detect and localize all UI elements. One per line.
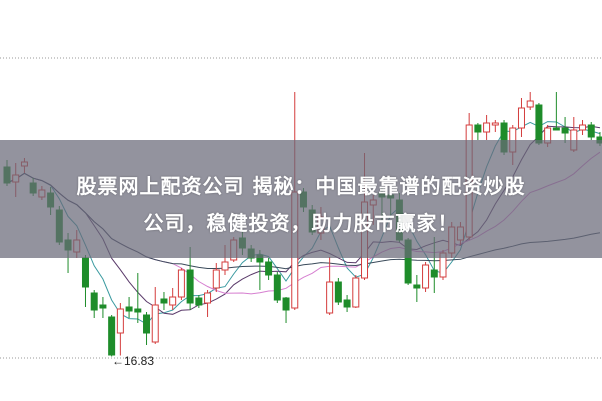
candle-down bbox=[430, 269, 438, 278]
candle-up bbox=[517, 107, 525, 129]
candle-up bbox=[491, 122, 499, 126]
title-line-2: 公司，稳健投资，助力股市赢家！ bbox=[143, 211, 459, 235]
candle-down bbox=[186, 269, 194, 304]
candle-down bbox=[90, 292, 98, 311]
low-price-annotation: ←16.83 bbox=[112, 354, 155, 368]
candle-up bbox=[151, 304, 159, 343]
candle-up bbox=[116, 308, 124, 334]
candle-up bbox=[579, 124, 587, 131]
candle-down bbox=[474, 124, 482, 133]
candle-down bbox=[108, 316, 116, 356]
candle-down bbox=[535, 104, 543, 144]
candle-down bbox=[195, 297, 203, 306]
title-banner bbox=[0, 140, 602, 258]
candle-down bbox=[343, 299, 351, 308]
candle-down bbox=[282, 297, 290, 311]
candle-up bbox=[177, 269, 185, 298]
candle-down bbox=[134, 308, 142, 313]
candle-up bbox=[483, 122, 491, 133]
candle-down bbox=[99, 304, 107, 309]
title-line-1: 股票网上配资公司 揭秘：中国最靠谱的配资炒股 bbox=[76, 174, 526, 198]
candle-down bbox=[552, 127, 560, 131]
candle-up bbox=[221, 261, 229, 271]
candle-down bbox=[587, 124, 595, 138]
candle-up bbox=[352, 277, 360, 308]
candle-up bbox=[204, 292, 212, 304]
candle-down bbox=[561, 127, 569, 134]
candle-up bbox=[212, 269, 220, 289]
candle-down bbox=[334, 281, 342, 303]
candle-down bbox=[125, 306, 133, 312]
candle-down bbox=[265, 261, 273, 276]
candle-down bbox=[273, 274, 281, 301]
candle-up bbox=[526, 100, 534, 108]
candle-up bbox=[326, 281, 334, 314]
candle-up bbox=[169, 296, 177, 306]
candle-down bbox=[160, 298, 168, 304]
candle-up bbox=[422, 264, 430, 289]
candle-down bbox=[81, 257, 89, 288]
candle-down bbox=[143, 314, 151, 334]
candle-down bbox=[413, 284, 421, 289]
